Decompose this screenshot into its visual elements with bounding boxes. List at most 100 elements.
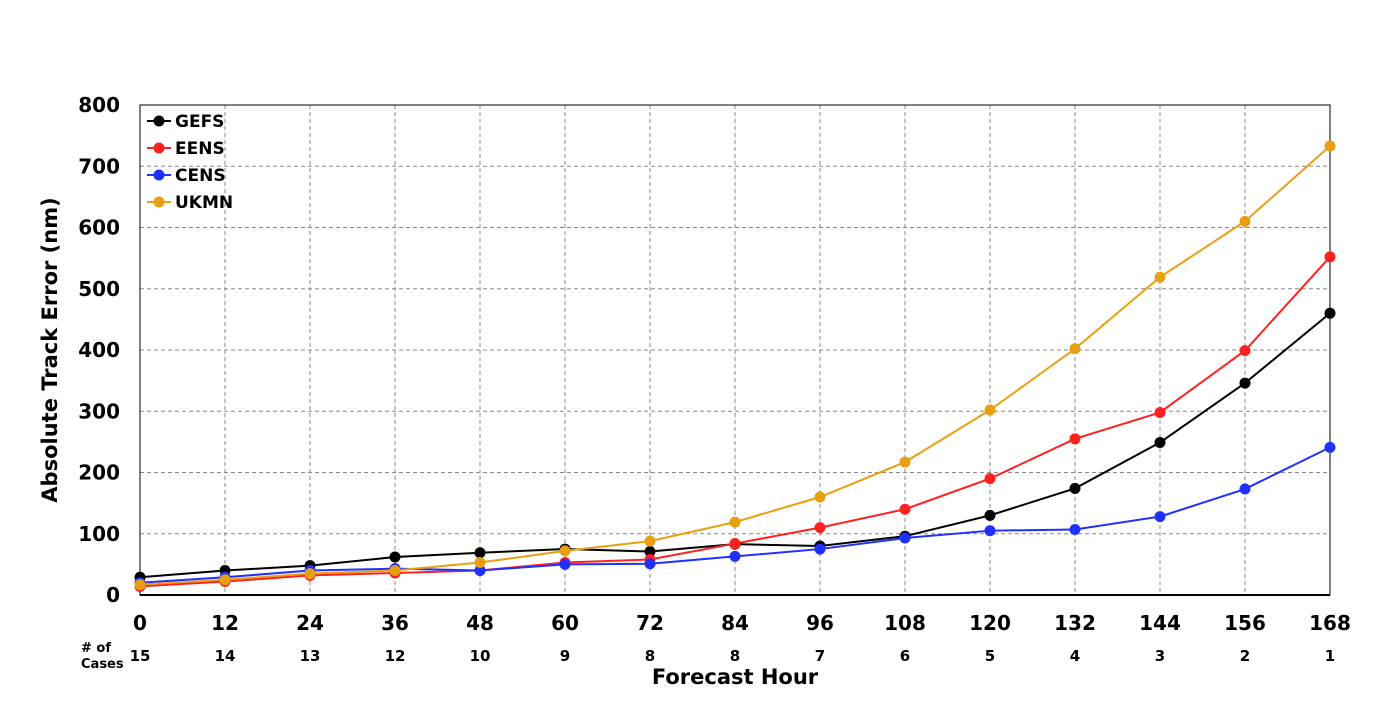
case-count-label: 6 [900,647,910,665]
series-point-ukmn [219,574,231,586]
series-point-ukmn [1154,271,1166,283]
legend-marker-eens [153,142,165,154]
series-point-gefs [389,551,401,563]
case-count-label: 7 [815,647,825,665]
series-point-ukmn [984,404,996,416]
series-point-gefs [984,509,996,521]
x-tick-label: 72 [636,611,664,635]
case-count-label: 8 [645,647,655,665]
y-tick-label: 600 [78,216,120,240]
series-point-ukmn [559,545,571,557]
series-point-cens [899,532,911,544]
x-tick-label: 96 [806,611,834,635]
case-count-label: 10 [470,647,491,665]
x-tick-label: 144 [1139,611,1181,635]
series-point-ukmn [644,535,656,547]
x-tick-label: 60 [551,611,579,635]
x-tick-label: 48 [466,611,494,635]
x-tick-label: 120 [969,611,1011,635]
x-tick-label: 84 [721,611,749,635]
series-point-eens [984,473,996,485]
series-point-ukmn [389,565,401,576]
series-point-ukmn [304,568,316,580]
legend: GEFS EENS CENS UKMN [147,112,233,213]
series-point-gefs [474,547,486,559]
series-point-ukmn [1239,215,1251,227]
x-axis-title: Forecast Hour [652,665,819,689]
case-count-label: 4 [1070,647,1080,665]
series-point-gefs [1069,482,1081,494]
series-point-cens [559,558,571,570]
y-tick-label: 500 [78,277,120,301]
series-point-cens [1324,441,1336,453]
series-point-eens [729,538,741,550]
series-point-eens [1154,406,1166,418]
series-point-cens [1069,523,1081,535]
series-point-eens [899,503,911,515]
series-point-cens [814,543,826,555]
series-point-eens [1239,345,1251,357]
y-tick-label: 0 [106,583,120,607]
x-tick-label: 24 [296,611,324,635]
x-tick-label: 168 [1309,611,1351,635]
x-tick-label: 132 [1054,611,1096,635]
series-point-cens [1154,511,1166,523]
y-tick-label: 100 [78,522,120,546]
case-count-label: 12 [385,647,406,665]
y-tick-label: 400 [78,338,120,362]
legend-label-cens: CENS [175,166,226,186]
x-tick-label: 0 [133,611,147,635]
legend-marker-gefs [153,115,165,127]
series-point-ukmn [814,491,826,503]
series-point-ukmn [729,516,741,528]
cases-title-line1: # of [81,641,111,656]
series-point-cens [644,558,656,570]
x-tick-label: 36 [381,611,409,635]
series-point-gefs [1239,377,1251,389]
case-count-label: 2 [1240,647,1250,665]
y-tick-label: 300 [78,399,120,423]
series-point-eens [1069,433,1081,445]
grid-layer [140,105,1330,595]
case-count-label: 9 [560,647,570,665]
series-point-gefs [1324,307,1336,319]
y-tick-label: 200 [78,461,120,485]
series-layer [134,140,1336,592]
case-count-label: 14 [215,647,236,665]
y-tick-label: 800 [78,93,120,117]
legend-label-gefs: GEFS [175,112,224,132]
series-point-gefs [644,546,656,558]
x-tick-label: 156 [1224,611,1266,635]
case-count-label: 15 [130,647,151,665]
series-point-eens [814,522,826,534]
series-point-cens [984,525,996,537]
case-count-label: 5 [985,647,995,665]
case-count-label: 3 [1155,647,1165,665]
series-point-cens [474,565,486,576]
x-tick-label: 108 [884,611,926,635]
case-count-label: 1 [1325,647,1335,665]
legend-marker-ukmn [153,196,165,208]
legend-label-eens: EENS [175,139,225,159]
series-point-cens [729,550,741,562]
labels-layer: 0 12 24 36 48 60 72 84 96 108 120 132 144 156 16801002… [38,93,1351,689]
series-point-ukmn [134,579,146,591]
y-tick-label: 700 [78,154,120,178]
series-point-ukmn [1324,140,1336,152]
series-point-ukmn [899,456,911,468]
series-point-eens [1324,251,1336,263]
x-tick-label: 12 [211,611,239,635]
case-count-label: 13 [300,647,321,665]
legend-label-ukmn: UKMN [175,193,233,213]
legend-marker-cens [153,169,165,181]
axes-layer [139,104,1331,596]
case-count-label: 8 [730,647,740,665]
series-point-cens [1239,483,1251,495]
series-point-ukmn [474,557,486,569]
y-axis-title: Absolute Track Error (nm) [38,197,62,502]
series-point-gefs [1154,436,1166,448]
series-point-ukmn [1069,343,1081,355]
cases-title-line2: Cases [81,657,124,672]
